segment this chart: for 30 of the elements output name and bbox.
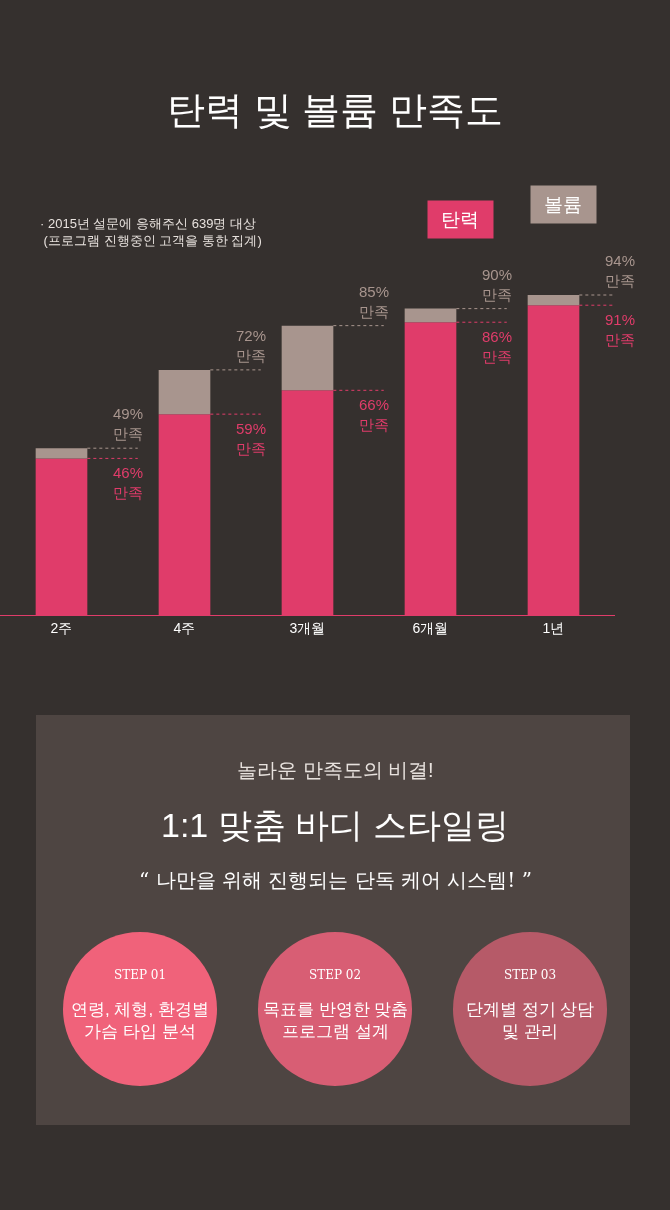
text: STEP 03: [504, 968, 557, 982]
x-tick-label: 1년: [542, 619, 565, 636]
text: STEP 01: [114, 968, 167, 982]
data-label: 59% 만족: [236, 420, 267, 457]
text: “ 나만을 위해 진행되는 단독 케어 시스템! ”: [139, 868, 532, 892]
bar: [404, 308, 457, 323]
text: 볼륨: [539, 194, 588, 215]
text: · 2015년 설문에 응해주신 639명 대상 (프로그램 진행중인 고객을 통한 집계): [40, 216, 262, 248]
text: 탄력: [436, 209, 485, 230]
text: 연령, 체형, 환경별 가슴 타입 분석: [71, 1000, 209, 1042]
x-tick-label: 2주: [50, 619, 73, 636]
bar: [281, 325, 334, 391]
chart-title: 탄력 및 볼륨 만족도: [167, 89, 503, 132]
data-label: 86% 만족: [482, 328, 513, 365]
total-label: 90% 만족: [482, 266, 513, 303]
total-label: 94% 만족: [605, 252, 636, 289]
x-tick-label: 4주: [173, 619, 196, 636]
x-tick-label: 6개월: [412, 619, 449, 636]
data-label: 46% 만족: [113, 464, 144, 501]
data-label: 91% 만족: [605, 311, 636, 348]
text: 1:1 맞춤 바디 스타일링: [161, 806, 509, 844]
text: 목표를 반영한 맞춤 프로그램 설계: [263, 1000, 409, 1042]
total-label: 49% 만족: [113, 405, 144, 442]
text: 놀라운 만족도의 비결!: [237, 759, 434, 781]
data-label: 66% 만족: [359, 396, 390, 433]
text: STEP 02: [309, 968, 362, 982]
text: 단계별 정기 상담 및 관리: [466, 1000, 595, 1042]
total-label: 72% 만족: [236, 327, 267, 364]
total-label: 85% 만족: [359, 283, 390, 320]
x-tick-label: 3개월: [289, 619, 326, 636]
